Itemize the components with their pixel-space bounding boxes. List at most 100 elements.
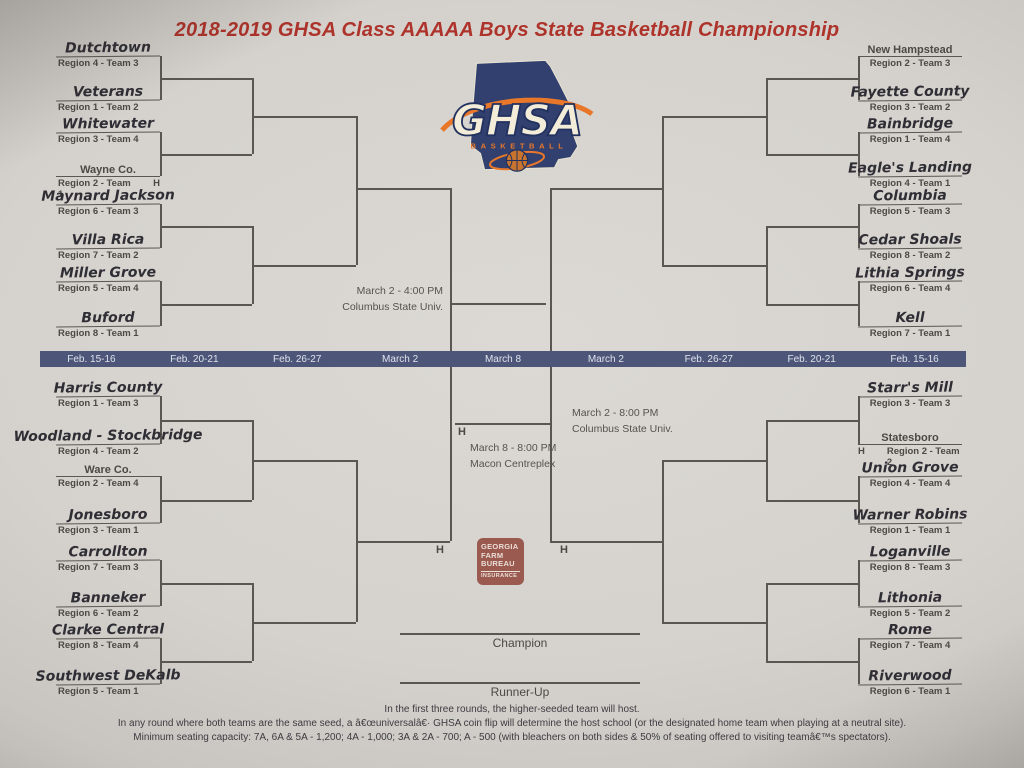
team-region: Region 5 - Team 4 <box>56 282 160 294</box>
sponsor-line: BUREAU <box>481 559 515 568</box>
team-slot: Statesboro H Region 2 - Team 2 <box>858 423 962 468</box>
team-name: Lithia Springs <box>855 259 965 283</box>
bracket-line <box>858 132 860 176</box>
bracket-line <box>160 661 252 663</box>
region-label: Region 3 - Team 1 <box>58 525 139 536</box>
team-slot: Warner Robins Region 1 - Team 1 <box>852 501 968 536</box>
region-label: Region 3 - Team 3 <box>869 398 951 409</box>
team-region: Region 8 - Team 2 <box>858 249 962 261</box>
team-slot: Villa Rica Region 7 - Team 2 <box>55 226 161 261</box>
team-slot: Lithia Springs Region 6 - Team 4 <box>855 259 965 294</box>
region-label: Region 7 - Team 2 <box>58 250 139 261</box>
team-region: Region 3 - Team 3 <box>858 397 962 409</box>
team-region: Region 6 - Team 4 <box>858 282 962 294</box>
team-slot: Kell Region 7 - Team 1 <box>857 304 963 339</box>
bracket-line <box>550 188 662 190</box>
team-region: Region 7 - Team 1 <box>858 327 962 339</box>
region-label: Region 8 - Team 2 <box>869 250 951 261</box>
round-date: Feb. 15-16 <box>890 353 939 365</box>
region-label: Region 1 - Team 3 <box>58 398 139 409</box>
bracket-line <box>662 116 766 118</box>
semifinal-right-note: March 2 - 8:00 PM Columbus State Univ. <box>572 406 732 438</box>
bracket-line <box>766 304 858 306</box>
region-label: Region 8 - Team 1 <box>58 328 139 339</box>
team-name: Cedar Shoals <box>857 226 963 250</box>
team-slot: Loganville Region 8 - Team 3 <box>857 538 963 573</box>
bracket-line <box>858 476 860 523</box>
region-label: Region 8 - Team 3 <box>869 562 951 573</box>
runner-up-label: Runner-Up <box>490 685 550 699</box>
bracket-line <box>858 638 860 684</box>
region-label: Region 3 - Team 2 <box>869 102 951 113</box>
region-label: Region 4 - Team 4 <box>869 478 951 489</box>
bracket-line <box>858 204 860 248</box>
team-slot: Riverwood Region 6 - Team 1 <box>857 662 963 697</box>
round-date: Feb. 26-27 <box>684 353 733 365</box>
team-name: Whitewater <box>55 110 161 134</box>
georgia-farm-bureau-logo: GEORGIA FARM BUREAU INSURANCE <box>477 538 524 585</box>
runner-up-line <box>400 682 640 684</box>
region-label: Region 2 - Team 3 <box>869 58 951 69</box>
bracket-line <box>252 265 356 267</box>
region-label: Region 6 - Team 2 <box>58 608 139 619</box>
team-slot: Wayne Co. Region 2 - Team 1 H <box>56 155 160 200</box>
region-label: Region 5 - Team 3 <box>869 206 951 217</box>
game-datetime: March 2 - 4:00 PM <box>356 285 443 297</box>
team-region: Region 4 - Team 3 <box>56 57 160 69</box>
host-marker: H <box>858 446 865 457</box>
round-date: Feb. 15-16 <box>67 353 116 365</box>
team-name: Kell <box>857 304 963 328</box>
game-datetime: March 2 - 8:00 PM <box>572 407 659 419</box>
team-slot: Banneker Region 6 - Team 2 <box>55 584 161 619</box>
ghsa-logo-sport: BASKETBALL <box>471 141 568 150</box>
game-venue: Columbus State Univ. <box>572 422 673 435</box>
sponsor-line: GEORGIA <box>481 542 519 551</box>
team-slot: Southwest DeKalb Region 5 - Team 1 <box>36 662 181 697</box>
bracket-line <box>858 560 860 606</box>
bracket-line <box>766 583 858 585</box>
game-datetime: March 8 - 8:00 PM <box>470 442 557 454</box>
round-date: March 2 <box>587 353 624 365</box>
team-name: Clarke Central <box>52 616 164 640</box>
team-name: Dutchtown <box>55 34 161 58</box>
region-label: Region 5 - Team 2 <box>869 608 951 619</box>
team-slot: Veterans Region 1 - Team 2 <box>55 78 161 113</box>
round-date: Feb. 20-21 <box>787 353 836 365</box>
region-label: Region 2 - Team 4 <box>58 478 139 489</box>
team-name: Starr's Mill <box>857 374 963 398</box>
semifinal-left-note: March 2 - 4:00 PM Columbus State Univ. <box>295 284 443 316</box>
sponsor-line: FARM <box>481 550 504 560</box>
round-date-bar: Feb. 15-16 Feb. 20-21 Feb. 26-27 March 2… <box>40 351 966 367</box>
team-name: Southwest DeKalb <box>36 662 181 686</box>
bracket-line <box>160 476 162 523</box>
team-region: Region 4 - Team 4 <box>858 477 962 489</box>
team-name: Wayne Co. <box>56 155 160 177</box>
bracket-line <box>160 500 252 502</box>
region-label: Region 2 - Team 1 <box>58 178 131 200</box>
footnote-line: In any round where both teams are the sa… <box>117 718 907 730</box>
bracket-line <box>160 583 252 585</box>
team-name: Bainbridge <box>857 110 963 134</box>
region-label: Region 4 - Team 2 <box>58 446 139 457</box>
host-marker: H <box>458 426 466 438</box>
bracket-line <box>662 265 766 267</box>
team-region: Region 2 - Team 3 <box>858 57 962 69</box>
bracket-line <box>766 78 858 80</box>
team-region: Region 3 - Team 4 <box>56 133 160 145</box>
team-region: Region 7 - Team 4 <box>858 639 962 651</box>
team-slot: Ware Co. Region 2 - Team 4 <box>56 455 160 489</box>
bracket-line <box>450 303 546 305</box>
bracket-line <box>252 622 356 624</box>
team-slot: Eagle's Landing Region 4 - Team 1 <box>848 154 972 189</box>
bracket-line <box>766 420 858 422</box>
team-region: Region 8 - Team 4 <box>56 639 160 651</box>
team-region: Region 7 - Team 3 <box>56 561 160 573</box>
team-name: Carrollton <box>55 538 161 562</box>
host-marker: H <box>560 544 568 556</box>
bracket-line <box>662 460 766 462</box>
bracket-line <box>160 420 252 422</box>
team-region: Region 8 - Team 1 <box>56 327 160 339</box>
team-slot: New Hampstead Region 2 - Team 3 <box>858 35 962 69</box>
team-slot: Union Grove Region 4 - Team 4 <box>857 454 963 489</box>
